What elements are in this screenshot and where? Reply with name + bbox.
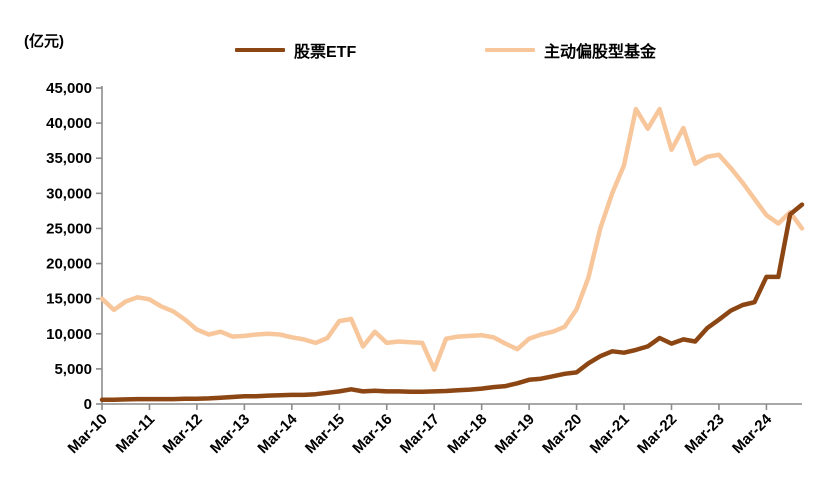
- y-tick-label: 30,000: [46, 185, 92, 202]
- x-tick-label: Mar-12: [160, 411, 206, 457]
- y-axis-ticks: 0 5,000 10,000 15,000 20,000 25,000 30,000 35,0…: [46, 80, 102, 413]
- etf-line-swatch-icon: [235, 48, 285, 52]
- x-tick-label: Mar-15: [302, 411, 348, 457]
- x-tick-label: Mar-13: [207, 411, 253, 457]
- legend-label-etf: 股票ETF: [294, 44, 357, 61]
- x-tick-label: Mar-23: [682, 411, 728, 457]
- x-tick-label: Mar-17: [397, 411, 443, 457]
- legend-item-etf: 股票ETF: [235, 38, 356, 62]
- y-tick-label: 25,000: [46, 220, 92, 237]
- y-tick-label: 5,000: [54, 361, 92, 378]
- x-tick-label: Mar-10: [65, 411, 111, 457]
- y-tick-label: 15,000: [46, 291, 92, 308]
- x-tick-label: Mar-16: [349, 411, 395, 457]
- x-tick-label: Mar-11: [113, 411, 159, 457]
- active-fund-line-swatch-icon: [485, 48, 535, 52]
- x-axis-ticks: Mar-10 Mar-11 Mar-12 Mar-13 Mar-14 Mar-15 Mar-…: [65, 404, 776, 457]
- y-axis-unit-label: (亿元): [24, 33, 64, 50]
- active-fund-line: [99, 106, 805, 372]
- y-tick-label: 35,000: [46, 150, 92, 167]
- x-tick-label: Mar-19: [492, 411, 538, 457]
- x-tick-label: Mar-20: [539, 411, 585, 457]
- x-tick-label: Mar-22: [634, 411, 680, 457]
- legend-item-active-fund: 主动偏股型基金: [485, 38, 656, 62]
- y-tick-label: 40,000: [46, 115, 92, 132]
- y-tick-label: 20,000: [46, 256, 92, 273]
- legend-label-active-fund: 主动偏股型基金: [544, 44, 657, 61]
- x-tick-label: Mar-21: [587, 411, 633, 457]
- x-tick-label: Mar-14: [254, 410, 301, 457]
- etf-line: [99, 202, 805, 403]
- y-tick-label: 45,000: [46, 80, 92, 97]
- y-tick-label: 0: [84, 396, 92, 413]
- x-tick-label: Mar-24: [729, 410, 776, 457]
- y-tick-label: 10,000: [46, 326, 92, 343]
- x-tick-label: Mar-18: [444, 411, 490, 457]
